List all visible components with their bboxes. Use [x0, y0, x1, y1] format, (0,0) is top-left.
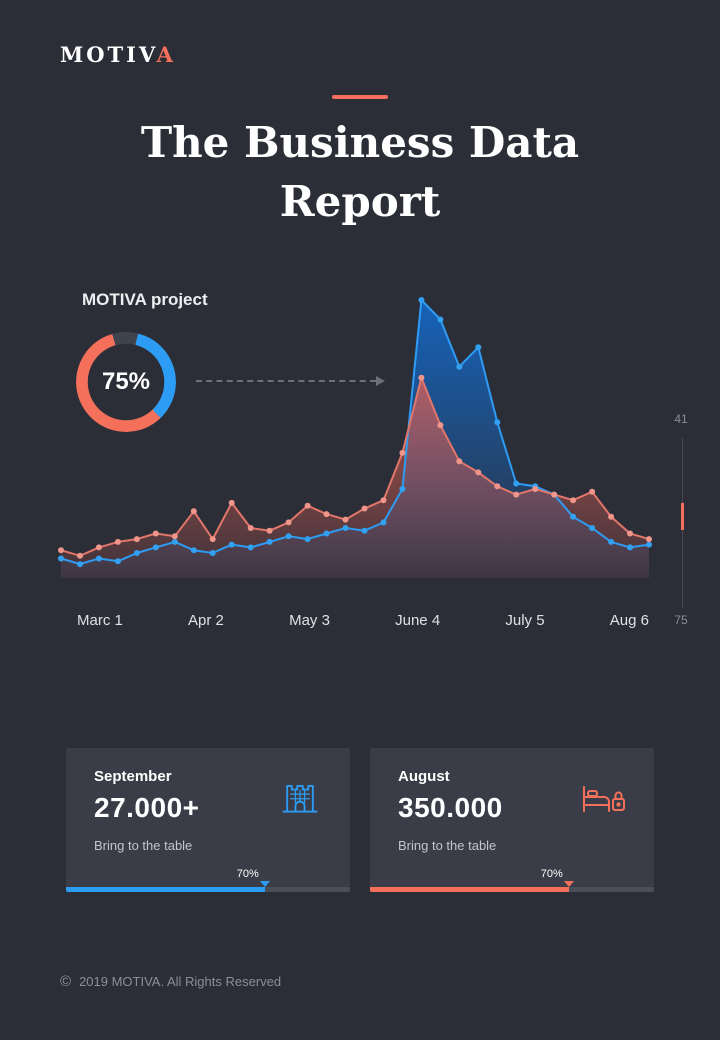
card-value: 27.000+: [94, 792, 200, 823]
card-month: August: [398, 768, 450, 785]
dashed-arrow: [196, 376, 385, 386]
progress-fill: [66, 887, 265, 892]
scale-top-value: 41: [674, 412, 688, 426]
logo-text: MOTIV: [60, 42, 157, 67]
stat-card-august: August 350.000 Bring to the table 70%: [370, 748, 654, 892]
page-title-line2: Report: [279, 176, 441, 226]
title-accent-rule: [332, 95, 388, 99]
card-subtitle: Bring to the table: [398, 838, 497, 853]
card-month: September: [94, 768, 172, 785]
logo-accent-letter: A: [156, 42, 176, 67]
x-label: Marc 1: [77, 612, 123, 629]
scale-bottom-value: 75: [674, 613, 688, 627]
x-label: June 4: [395, 612, 441, 629]
progress-label: 70%: [540, 868, 563, 880]
scale-thumb[interactable]: [681, 503, 684, 530]
donut-value: 75%: [101, 368, 151, 395]
card-subtitle: Bring to the table: [94, 838, 193, 853]
x-label: Apr 2: [188, 612, 224, 629]
building-icon: [276, 774, 324, 818]
area-chart: [55, 286, 655, 584]
project-label: MOTIVA project: [82, 290, 208, 309]
area-chart-svg: [58, 297, 652, 578]
progress-marker: [259, 881, 270, 887]
progress-marker: [563, 881, 574, 887]
motiva-logo: MOTIVA: [60, 42, 176, 67]
chart-x-axis: Marc 1 Apr 2 May 3 June 4 July 5 Aug 6: [55, 612, 655, 629]
footer-text: 2019 MOTIVA. All Rights Reserved: [79, 974, 282, 989]
stat-cards: September 27.000+ Bring to the table 70%…: [66, 748, 654, 892]
footer: © 2019 MOTIVA. All Rights Reserved: [60, 973, 281, 990]
card-value: 350.000: [398, 792, 503, 823]
progress-label: 70%: [236, 868, 259, 880]
page-title-line1: The Business Data: [140, 118, 580, 167]
x-label: May 3: [289, 612, 330, 629]
donut-gauge: [76, 332, 176, 432]
progress-fill: [370, 887, 569, 892]
bed-lock-icon: [580, 774, 628, 818]
copyright-icon: ©: [60, 973, 72, 990]
stat-card-september: September 27.000+ Bring to the table 70%: [66, 748, 350, 892]
page-title: The Business Data Report: [0, 114, 720, 232]
x-label: Aug 6: [609, 612, 649, 629]
x-label: July 5: [505, 612, 545, 629]
